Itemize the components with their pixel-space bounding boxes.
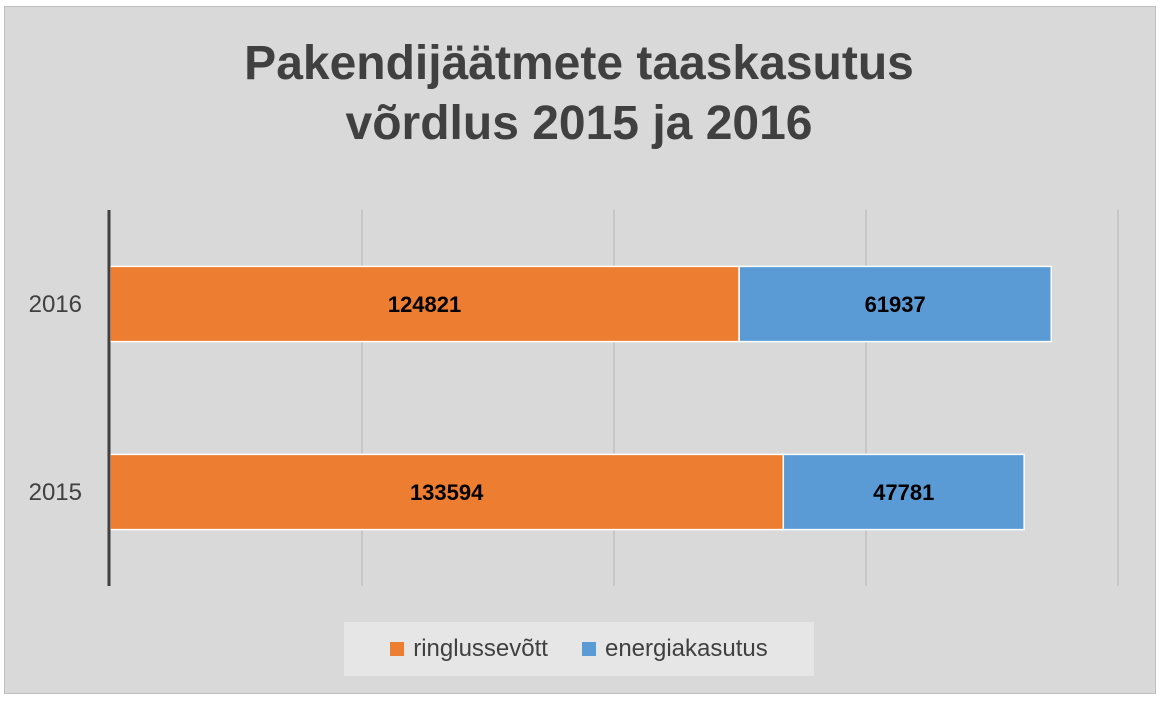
bar-ringlussevõtt-2015 <box>109 453 785 531</box>
bar-energiakasutus-2016 <box>738 265 1053 343</box>
chart-frame <box>4 6 1156 694</box>
legend-swatch-energiakasutus <box>581 642 596 656</box>
bar-energiakasutus-2015 <box>782 453 1025 531</box>
data-label: 61937 <box>865 292 926 317</box>
legend: ringlussevõtt energiakasutus <box>344 622 814 676</box>
legend-item-energiakasutus: energiakasutus <box>581 635 768 663</box>
legend-label-energiakasutus: energiakasutus <box>604 635 768 662</box>
chart-title: Pakendijäätmete taaskasutus võrdlus 2015… <box>0 34 1158 154</box>
legend-label-ringlussevott: ringlussevõtt <box>413 635 548 662</box>
data-label: 133594 <box>410 480 484 505</box>
chart-title-line-1: Pakendijäätmete taaskasutus <box>244 37 914 90</box>
category-label: 2015 <box>29 479 82 506</box>
data-label: 124821 <box>388 292 461 317</box>
chart-title-line-2: võrdlus 2015 ja 2016 <box>345 97 813 150</box>
legend-swatch-ringlussevott <box>390 642 405 656</box>
data-label: 47781 <box>873 480 934 505</box>
category-label: 2016 <box>29 291 82 318</box>
legend-item-ringlussevott: ringlussevõtt <box>390 635 548 663</box>
